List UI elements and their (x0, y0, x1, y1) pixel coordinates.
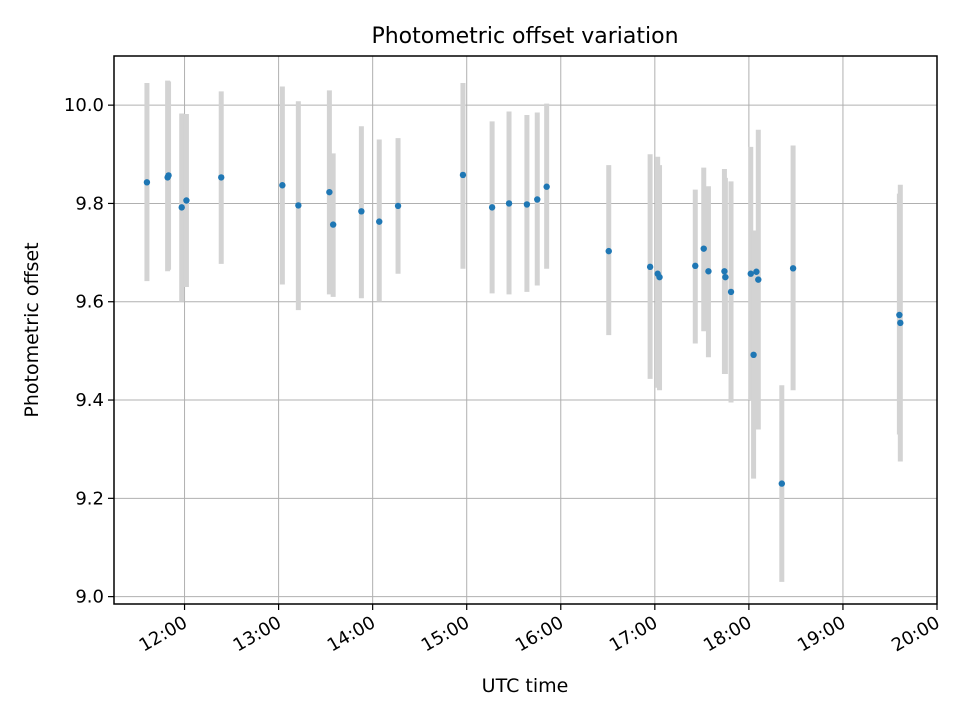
data-point (523, 201, 531, 208)
data-point (700, 245, 707, 252)
x-axis-label: UTC time (482, 675, 569, 697)
data-point (705, 268, 712, 275)
data-point (358, 208, 365, 215)
data-point (755, 276, 762, 283)
data-point (279, 182, 286, 189)
data-point (896, 311, 903, 319)
data-point (165, 172, 172, 179)
data-point (326, 188, 333, 196)
data-point (329, 221, 337, 228)
data-point (394, 202, 402, 210)
data-point (543, 183, 550, 190)
y-tick-label: 10.0 (64, 95, 104, 116)
y-tick-label: 9.2 (75, 488, 104, 509)
y-axis-ticks: 9.0 9.2 9.4 9.6 9.8 10.0 (64, 95, 114, 608)
data-point (778, 480, 786, 487)
y-tick-label: 9.8 (75, 193, 104, 214)
data-point (143, 179, 151, 186)
chart-title: Photometric offset variation (371, 24, 678, 49)
y-tick-label: 9.6 (75, 292, 104, 313)
data-point (505, 200, 513, 207)
data-point (727, 288, 735, 296)
data-point (178, 204, 185, 211)
data-point (488, 204, 496, 211)
y-tick-label: 9.0 (75, 587, 104, 608)
data-point (218, 174, 225, 181)
data-point (897, 319, 904, 327)
plot-area-frame (113, 55, 938, 605)
data-point (753, 268, 760, 275)
data-point (376, 218, 383, 225)
data-point (692, 262, 699, 270)
data-point (747, 270, 754, 277)
y-axis-label: Photometric offset (21, 242, 43, 417)
y-tick-label: 9.4 (75, 390, 104, 411)
data-point (459, 171, 467, 179)
data-point (646, 263, 654, 271)
data-points (143, 171, 904, 487)
data-point (789, 265, 797, 272)
data-point (722, 273, 729, 281)
data-point (295, 202, 302, 209)
data-point (183, 197, 190, 204)
data-point (534, 196, 541, 203)
data-point (656, 273, 663, 281)
data-point (721, 268, 728, 275)
data-point (750, 351, 757, 359)
data-point (605, 247, 612, 255)
